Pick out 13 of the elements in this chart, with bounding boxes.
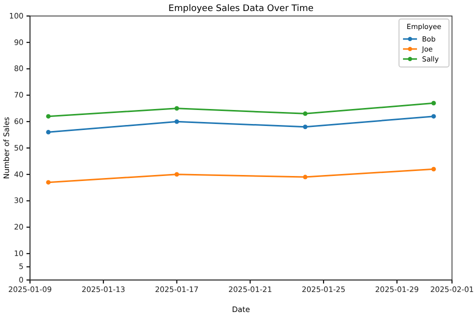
point xyxy=(46,180,51,185)
point xyxy=(302,174,308,180)
point xyxy=(431,166,436,172)
point xyxy=(46,130,51,134)
point xyxy=(431,100,436,106)
point xyxy=(302,111,308,116)
point xyxy=(174,119,180,124)
point xyxy=(46,114,51,119)
point xyxy=(302,124,308,130)
point xyxy=(174,172,180,177)
point xyxy=(174,106,180,111)
chart-title: Employee Sales Data Over Time xyxy=(168,4,314,14)
point xyxy=(431,114,436,119)
